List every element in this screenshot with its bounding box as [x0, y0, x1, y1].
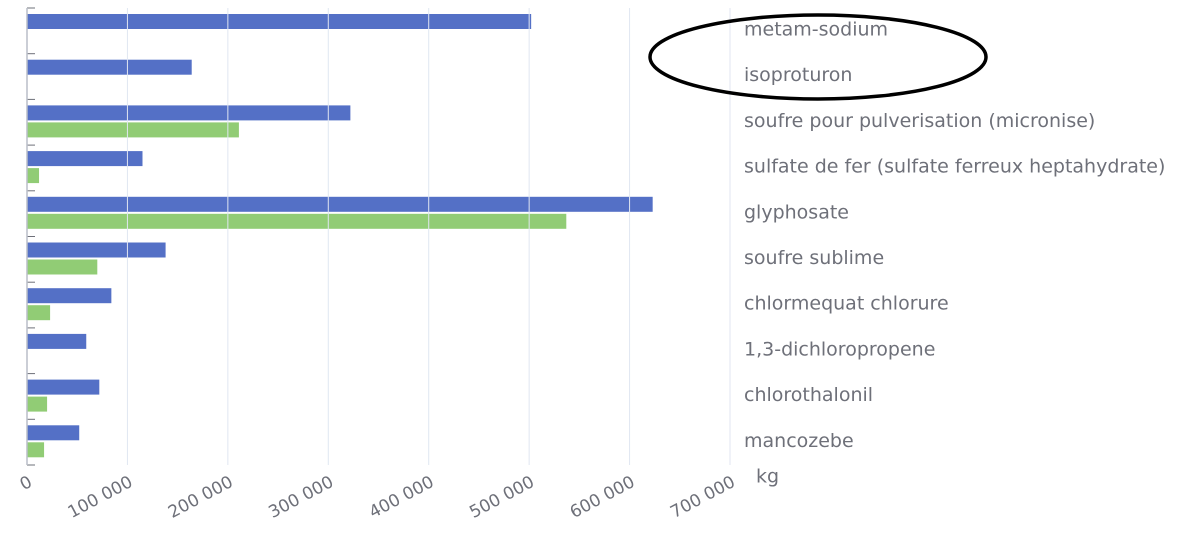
x-tick-label: 400 000 — [366, 472, 437, 523]
annotation-ellipse — [648, 13, 988, 101]
bar — [27, 442, 45, 458]
bar — [27, 242, 166, 258]
bar — [27, 213, 567, 229]
category-label: sulfate de fer (sulfate ferreux heptahyd… — [744, 156, 1165, 178]
x-tick-label: 300 000 — [266, 472, 337, 523]
category-label: 1,3-dichloropropene — [744, 338, 935, 360]
x-tick-label: 500 000 — [466, 472, 537, 523]
x-tick-label: 200 000 — [165, 472, 236, 523]
category-label: metam-sodium — [744, 19, 888, 41]
x-axis-label: kg — [756, 466, 779, 488]
category-label: chlormequat chlorure — [744, 293, 949, 315]
bar — [27, 105, 351, 121]
bar — [27, 305, 51, 321]
bar — [27, 425, 80, 441]
bar — [27, 396, 48, 412]
bar — [27, 288, 112, 304]
x-tick-label: 100 000 — [65, 472, 136, 523]
category-label: soufre sublime — [744, 247, 884, 269]
bar — [27, 259, 98, 275]
category-label: chlorothalonil — [744, 384, 873, 406]
category-label: mancozebe — [744, 430, 854, 452]
bar — [27, 151, 143, 167]
bar — [27, 59, 192, 75]
bar — [27, 14, 532, 29]
bar — [27, 168, 40, 184]
bar — [27, 333, 87, 349]
category-label: isoproturon — [744, 64, 852, 86]
bar — [27, 196, 653, 212]
category-label: soufre pour pulverisation (micronise) — [744, 110, 1095, 132]
x-tick-label: 0 — [17, 472, 36, 495]
bar — [27, 379, 100, 395]
x-tick-label: 700 000 — [667, 472, 738, 523]
bar — [27, 122, 239, 138]
category-label: glyphosate — [744, 201, 849, 223]
x-tick-label: 600 000 — [567, 472, 638, 523]
